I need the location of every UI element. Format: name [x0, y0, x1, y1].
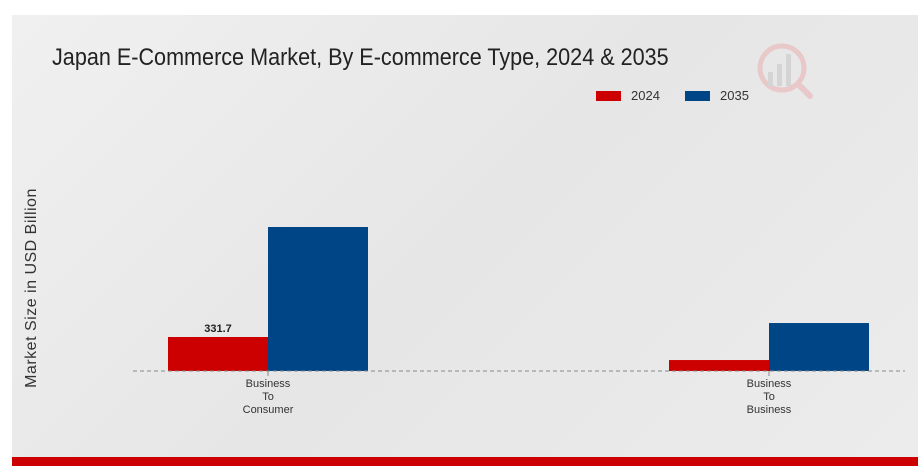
chart-background: [12, 15, 918, 460]
bar-2035-1: [769, 323, 869, 371]
x-tick-label: Consumer: [243, 404, 294, 416]
legend-item-2024: 2024: [596, 88, 660, 103]
bar-2024-0: [168, 337, 268, 371]
bar-2024-1: [669, 360, 769, 371]
x-tick-label: Business: [747, 378, 792, 390]
legend-swatch-2035: [685, 90, 710, 101]
legend-label: 2024: [631, 88, 660, 103]
x-tick-label: Business: [246, 378, 291, 390]
data-label: 331.7: [204, 323, 232, 335]
legend-swatch-2024: [596, 90, 621, 101]
chart-title: Japan E-Commerce Market, By E-commerce T…: [52, 44, 669, 71]
legend-item-2035: 2035: [685, 88, 749, 103]
x-tick-label: To: [262, 391, 274, 403]
x-tick-label: To: [763, 391, 775, 403]
logo-icon: [757, 43, 813, 99]
bar-2035-0: [268, 227, 368, 371]
x-tick-label: Business: [747, 404, 792, 416]
legend-label: 2035: [720, 88, 749, 103]
bottom-accent-bar: [12, 457, 918, 466]
